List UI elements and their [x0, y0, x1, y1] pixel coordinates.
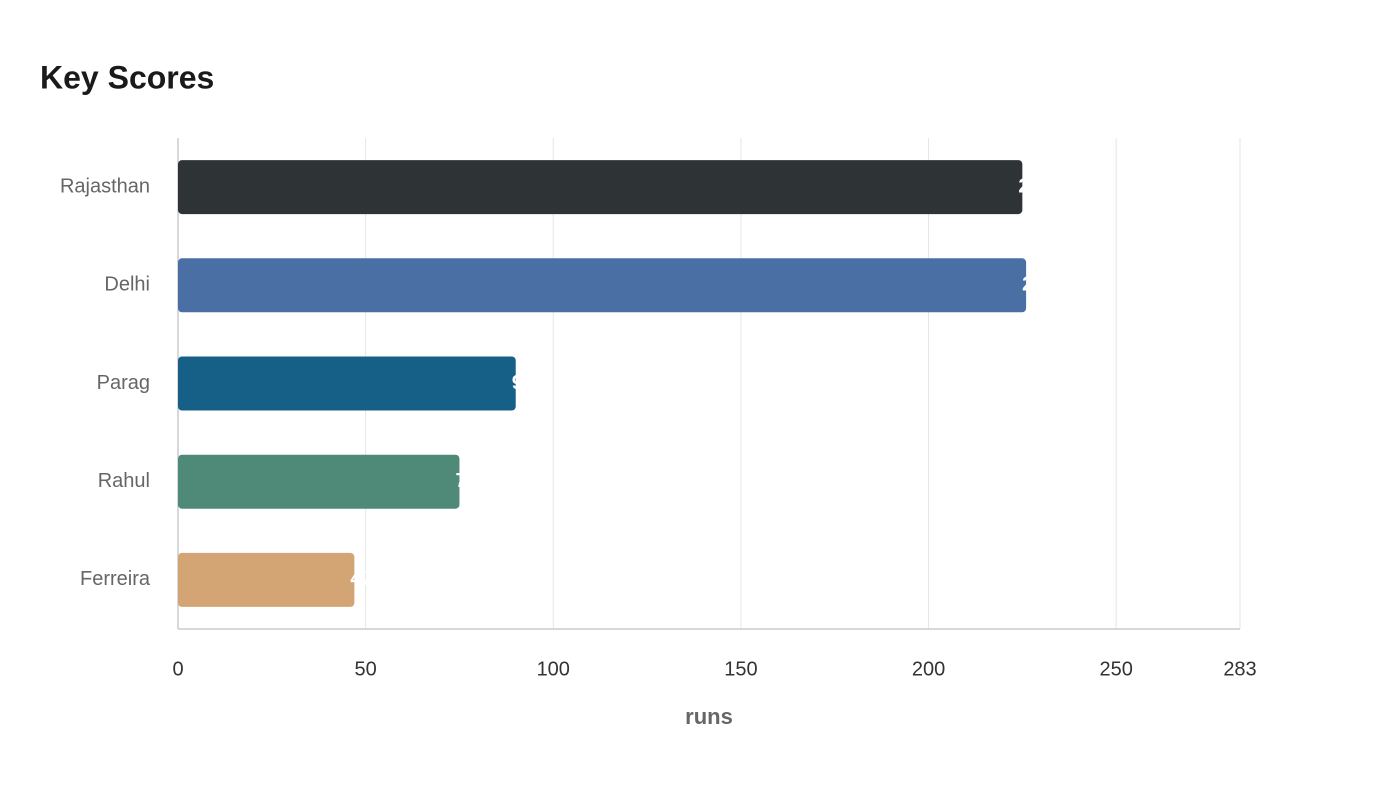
value-label: 90	[512, 372, 534, 394]
value-label: 75	[455, 470, 477, 492]
x-tick-label: 0	[172, 658, 183, 680]
x-tick-label: 150	[724, 658, 757, 680]
bar	[178, 552, 355, 607]
value-label: 226	[1022, 274, 1055, 296]
x-tick-label: 50	[355, 658, 377, 680]
bar	[178, 356, 516, 411]
y-tick-label: Delhi	[104, 274, 150, 296]
value-label: 225	[1018, 175, 1051, 197]
bar	[178, 258, 1027, 313]
x-tick-label: 250	[1099, 658, 1132, 680]
y-tick-label: Ferreira	[80, 568, 151, 590]
y-tick-label: Parag	[97, 372, 150, 394]
bar	[178, 454, 460, 509]
value-label: 47	[350, 568, 372, 590]
bar	[178, 160, 1023, 215]
x-tick-label: 100	[537, 658, 570, 680]
x-axis-label: runs	[685, 704, 733, 729]
chart-title: Key Scores	[40, 59, 214, 95]
y-tick-label: Rahul	[98, 470, 150, 492]
x-tick-label: 283	[1223, 658, 1256, 680]
y-tick-label: Rajasthan	[60, 175, 150, 197]
x-tick-label: 200	[912, 658, 945, 680]
